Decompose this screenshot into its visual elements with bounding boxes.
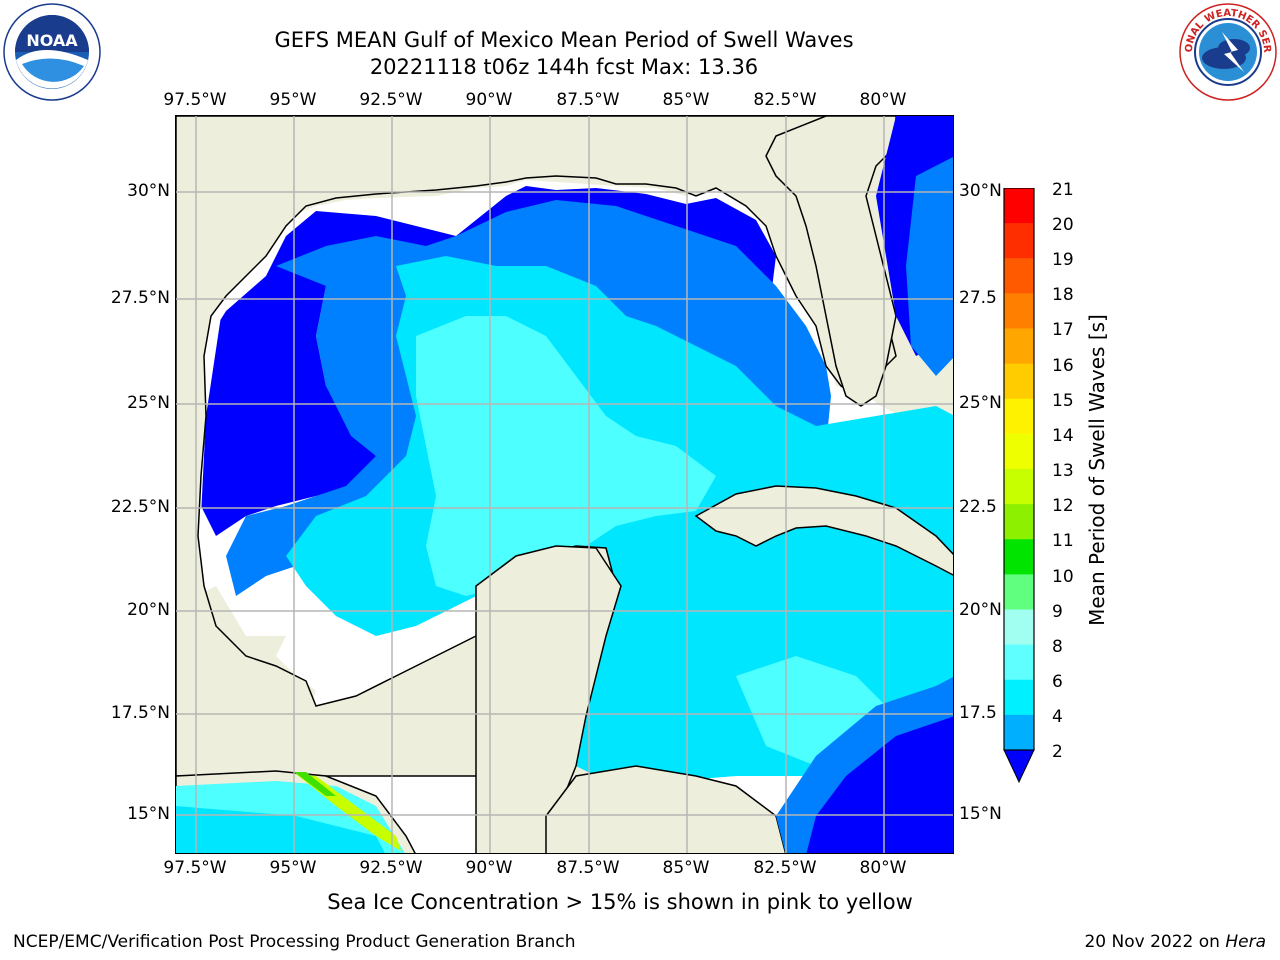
bottom-lon-tick: 82.5°W — [753, 858, 817, 878]
sea-ice-note-text: Sea Ice Concentration > 15% is shown in … — [327, 890, 913, 914]
sea-ice-note: Sea Ice Concentration > 15% is shown in … — [0, 890, 1280, 914]
colorbar-tick: 14 — [1052, 426, 1074, 446]
top-lon-tick: 85°W — [662, 90, 710, 110]
colorbar-tick: 11 — [1052, 531, 1074, 551]
right-lat-tick: 27.5 — [959, 288, 997, 308]
bottom-lon-tick: 90°W — [465, 858, 513, 878]
noaa-logo: NOAA — [3, 3, 101, 101]
left-lat-tick: 15°N — [127, 804, 170, 824]
colorbar-cell — [1004, 328, 1034, 365]
colorbar-cell — [1004, 469, 1034, 505]
colorbar-cell — [1004, 398, 1034, 435]
contour-8-9 — [416, 316, 716, 596]
bottom-lon-tick: 97.5°W — [163, 858, 227, 878]
left-lat-tick: 27.5°N — [110, 288, 170, 308]
land-honduras — [545, 765, 787, 853]
top-lon-tick: 97.5°W — [163, 90, 227, 110]
colorbar-extend-arrow — [1003, 749, 1035, 784]
bottom-lon-tick: 80°W — [859, 858, 907, 878]
colorbar-tick: 15 — [1052, 391, 1074, 411]
swell-period-map — [176, 116, 953, 853]
colorbar-border — [1003, 188, 1035, 751]
colorbar-tick: 10 — [1052, 567, 1074, 587]
land-florida — [765, 116, 897, 407]
colorbar-cell — [1004, 293, 1034, 329]
top-lon-tick: 92.5°W — [359, 90, 423, 110]
footer-credit: NCEP/EMC/Verification Post Processing Pr… — [13, 932, 576, 952]
graticule — [176, 116, 953, 853]
footer-date-text: 20 Nov 2022 on — [1084, 932, 1226, 952]
colorbar-tick: 20 — [1052, 215, 1074, 235]
colorbar-tick: 2 — [1052, 742, 1063, 762]
colorbar-cell — [1004, 223, 1034, 259]
bottom-lon-tick: 92.5°W — [359, 858, 423, 878]
colorbar-cell — [1004, 714, 1034, 751]
colorbar — [1003, 188, 1035, 784]
colorbar-tick: 13 — [1052, 461, 1074, 481]
top-lon-tick: 82.5°W — [753, 90, 817, 110]
left-lat-tick: 20°N — [127, 600, 170, 620]
colorbar-cell — [1004, 363, 1034, 400]
colorbar-cell — [1004, 679, 1034, 716]
right-lat-tick: 17.5 — [959, 703, 997, 723]
left-lat-tick: 22.5°N — [110, 497, 170, 517]
colorbar-cells — [1004, 188, 1034, 751]
right-lat-tick: 15°N — [959, 804, 1002, 824]
bottom-lon-tick: 87.5°W — [556, 858, 620, 878]
pacific-water-light — [176, 806, 385, 853]
ice-band-green — [294, 772, 336, 796]
right-lat-tick: 22.5 — [959, 497, 997, 517]
colorbar-cell — [1004, 574, 1034, 610]
caribbean-dark — [796, 696, 953, 853]
noaa-logo-text: NOAA — [26, 31, 78, 50]
map-panel — [175, 115, 954, 854]
colorbar-tick: 4 — [1052, 707, 1063, 727]
colorbar-tick: 8 — [1052, 637, 1063, 657]
left-lat-tick: 25°N — [127, 393, 170, 413]
top-lon-tick: 87.5°W — [556, 90, 620, 110]
top-lon-tick: 80°W — [859, 90, 907, 110]
colorbar-cell — [1004, 644, 1034, 681]
top-lon-tick: 95°W — [269, 90, 317, 110]
colorbar-title: Mean Period of Swell Waves [s] — [1085, 314, 1109, 626]
colorbar-tick: 16 — [1052, 356, 1074, 376]
colorbar-tick: 17 — [1052, 320, 1074, 340]
colorbar-cell — [1004, 433, 1034, 470]
colorbar-cell — [1004, 504, 1034, 540]
right-lat-tick: 30°N — [959, 181, 1002, 201]
colorbar-tick: 6 — [1052, 672, 1063, 692]
atlantic-blue — [906, 157, 953, 376]
colorbar-cell — [1004, 609, 1034, 646]
top-lon-tick: 90°W — [465, 90, 513, 110]
ice-band — [296, 774, 401, 851]
caribbean-blue — [776, 677, 953, 853]
chart-title: GEFS MEAN Gulf of Mexico Mean Period of … — [274, 28, 854, 52]
colorbar-cell — [1004, 258, 1034, 294]
colorbar-cell — [1004, 539, 1034, 575]
bottom-lon-tick: 95°W — [269, 858, 317, 878]
left-lat-tick: 17.5°N — [110, 703, 170, 723]
nws-logo: NATIONAL WEATHER SERVICE — [1178, 2, 1277, 101]
right-lat-tick: 20°N — [959, 600, 1002, 620]
footer-date: 20 Nov 2022 on Hera — [1084, 932, 1266, 952]
colorbar-tick: 12 — [1052, 496, 1074, 516]
colorbar-tick: 18 — [1052, 285, 1074, 305]
footer-host: Hera — [1225, 932, 1266, 952]
colorbar-tick: 19 — [1052, 250, 1074, 270]
colorbar-tick: 9 — [1052, 602, 1063, 622]
chart-subtitle: 20221118 t06z 144h fcst Max: 13.36 — [369, 55, 759, 79]
colorbar-cell — [1004, 188, 1034, 224]
bottom-lon-tick: 85°W — [662, 858, 710, 878]
right-lat-tick: 25°N — [959, 393, 1002, 413]
colorbar-tick: 21 — [1052, 180, 1074, 200]
left-lat-tick: 30°N — [127, 181, 170, 201]
